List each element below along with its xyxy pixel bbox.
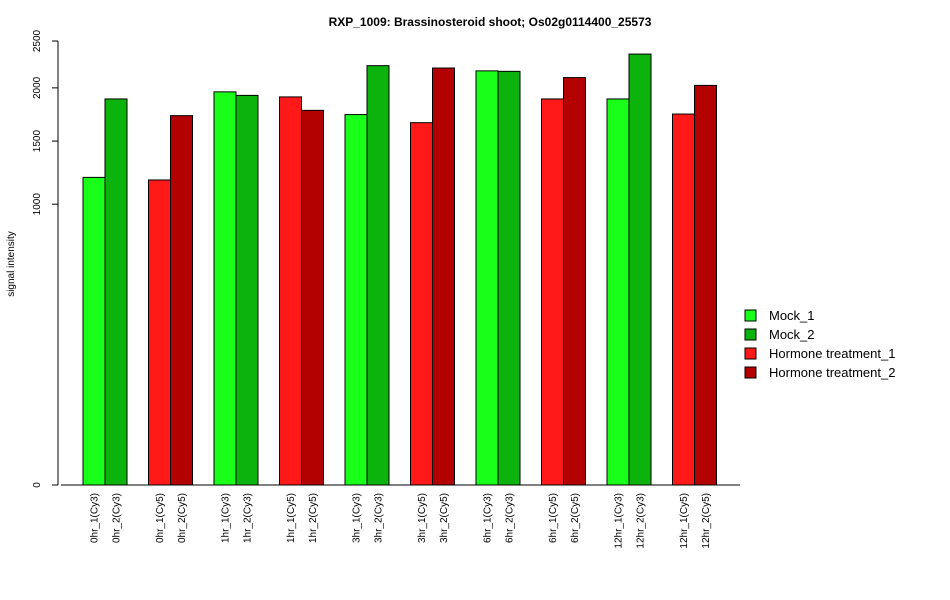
legend-swatch (744, 309, 757, 322)
bar-12hr_2(Cy3) (628, 53, 652, 486)
bar-3hr_1(Cy5) (410, 122, 433, 486)
y-axis-label: signal intensity (6, 231, 17, 297)
legend-label: Mock_1 (769, 308, 815, 323)
x-tick-label: 0hr_2(Cy3) (112, 493, 123, 543)
x-tick-label: 12hr_1(Cy5) (679, 493, 690, 549)
x-tick-label: 1hr_1(Cy5) (286, 493, 297, 543)
x-tick-label: 1hr_1(Cy3) (221, 493, 232, 543)
y-axis: 0 1000 1500 2000 2500 (32, 29, 59, 488)
bar-0hr_2(Cy3) (104, 98, 128, 486)
bar-3hr_2(Cy5) (432, 67, 455, 486)
x-tick-label: 12hr_2(Cy5) (701, 493, 712, 549)
x-axis: 0hr_1(Cy3) 0hr_2(Cy3) 0hr_1(Cy5) 0hr_2(Cy5)… (61, 484, 740, 549)
legend-swatch (744, 328, 757, 341)
bar-12hr_1(Cy3) (606, 98, 630, 486)
x-tick-label: 0hr_1(Cy5) (155, 493, 166, 543)
bar-0hr_1(Cy3) (82, 176, 106, 486)
x-tick-label: 6hr_2(Cy5) (570, 493, 581, 543)
bar-6hr_1(Cy3) (475, 70, 499, 486)
legend-swatch (744, 347, 757, 360)
x-tick-label: 1hr_2(Cy5) (308, 493, 319, 543)
y-tick-label: 1500 (32, 130, 43, 153)
bar-3hr_1(Cy3) (344, 114, 368, 486)
x-tick-label: 3hr_2(Cy5) (439, 493, 450, 543)
legend-swatch (744, 366, 757, 379)
bar-12hr_2(Cy5) (694, 84, 717, 486)
x-tick-label: 3hr_1(Cy3) (352, 493, 363, 543)
bar-1hr_2(Cy3) (235, 94, 259, 486)
chart-title: RXP_1009: Brassinosteroid shoot; Os02g01… (329, 15, 652, 29)
x-tick-label: 0hr_1(Cy3) (90, 493, 101, 543)
bar-1hr_1(Cy3) (213, 91, 237, 486)
x-tick-label: 3hr_1(Cy5) (417, 493, 428, 543)
bar-1hr_2(Cy5) (301, 109, 324, 486)
bar-3hr_2(Cy3) (366, 65, 390, 486)
legend-label: Mock_2 (769, 327, 815, 342)
bars (82, 53, 717, 486)
x-tick-label: 12hr_2(Cy3) (636, 493, 647, 549)
x-tick-label: 6hr_1(Cy5) (548, 493, 559, 543)
bar-0hr_1(Cy5) (148, 179, 171, 486)
y-tick-label: 2000 (32, 76, 43, 99)
y-tick-label: 2500 (32, 29, 43, 52)
bar-1hr_1(Cy5) (279, 96, 302, 486)
bar-6hr_2(Cy5) (563, 77, 586, 486)
x-tick-label: 3hr_2(Cy3) (374, 493, 385, 543)
legend-label: Hormone treatment_1 (769, 346, 895, 361)
x-tick-label: 12hr_1(Cy3) (614, 493, 625, 549)
bar-6hr_1(Cy5) (541, 98, 564, 486)
y-tick-label: 0 (32, 482, 43, 488)
x-tick-label: 6hr_2(Cy3) (505, 493, 516, 543)
x-tick-label: 0hr_2(Cy5) (177, 493, 188, 543)
bar-6hr_2(Cy3) (497, 70, 521, 486)
bar-12hr_1(Cy5) (672, 113, 695, 486)
x-tick-label: 6hr_1(Cy3) (483, 493, 494, 543)
legend: Mock_1 Mock_2 Hormone treatment_1 Hormone t… (744, 308, 895, 380)
legend-label: Hormone treatment_2 (769, 365, 895, 380)
x-tick-label: 1hr_2(Cy3) (243, 493, 254, 543)
y-tick-label: 1000 (32, 193, 43, 216)
bar-0hr_2(Cy5) (170, 115, 193, 486)
